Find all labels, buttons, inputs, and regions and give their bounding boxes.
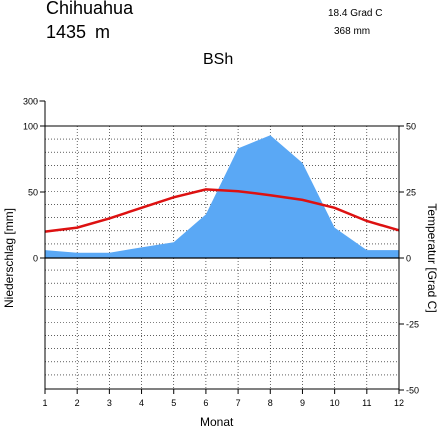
- station-altitude: 1435 m: [46, 22, 111, 42]
- x-tick-label: 11: [362, 398, 371, 408]
- right-tick-label: -25: [406, 320, 419, 330]
- climate-class: BSh: [203, 51, 234, 68]
- temperature-line: [44, 188, 400, 233]
- left-tick-label: 300: [23, 97, 38, 107]
- x-tick-label: 10: [330, 398, 340, 408]
- mean-temperature: 18.4 Grad C: [328, 8, 383, 19]
- left-tick-label: 100: [23, 122, 38, 132]
- x-tick-label: 6: [203, 398, 208, 408]
- y-axis-label-right: Temperatur [Grad C]: [425, 203, 439, 312]
- x-tick-label: 12: [394, 398, 404, 408]
- x-tick-label: 4: [139, 398, 144, 408]
- x-tick-label: 8: [268, 398, 273, 408]
- x-tick-label: 3: [107, 398, 112, 408]
- left-tick-label: 0: [33, 254, 38, 264]
- x-tick-label: 2: [75, 398, 80, 408]
- y-axis-label-left: Niederschlag [mm]: [2, 208, 16, 308]
- station-name: Chihuahua: [46, 0, 134, 18]
- left-tick-label: 50: [28, 188, 38, 198]
- right-tick-label: 25: [406, 188, 416, 198]
- x-tick-label: 5: [171, 398, 176, 408]
- x-axis-label: Monat: [200, 415, 234, 429]
- right-tick-label: 0: [406, 254, 411, 264]
- x-tick-label: 9: [300, 398, 305, 408]
- axes: [44, 101, 400, 390]
- right-tick-label: -50: [406, 386, 419, 396]
- x-tick-label: 1: [42, 398, 47, 408]
- right-tick-label: 50: [406, 122, 416, 132]
- x-tick-label: 7: [236, 398, 241, 408]
- precipitation-area: [45, 135, 399, 258]
- annual-precipitation: 368 mm: [334, 26, 371, 37]
